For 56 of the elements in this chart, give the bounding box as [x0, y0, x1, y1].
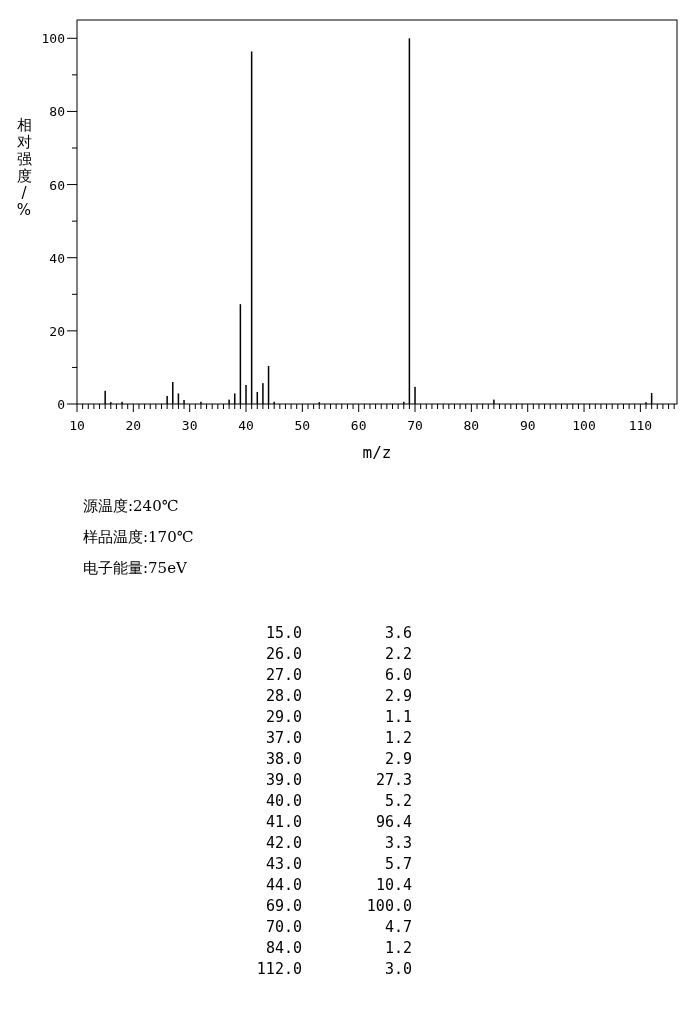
x-tick-label: 90: [519, 418, 536, 433]
y-tick-label: 60: [49, 177, 65, 193]
y-tick-label: 20: [49, 323, 65, 339]
x-tick-label: 80: [463, 418, 480, 433]
text: 39.0: [265, 771, 302, 789]
text: 2.9: [384, 687, 412, 705]
text: 10.4: [375, 876, 412, 894]
text: 41.0: [265, 813, 302, 831]
x-tick-label: 50: [294, 418, 311, 433]
text: 3.3: [384, 834, 412, 852]
text: 样品温度:170℃: [83, 528, 194, 546]
x-tick-label: 100: [572, 418, 596, 433]
y-tick-label: 80: [49, 104, 65, 120]
text: 28.0: [265, 687, 302, 705]
y-tick-label: 0: [57, 397, 65, 412]
x-tick-label: 20: [125, 418, 142, 433]
text: 40.0: [265, 792, 302, 810]
x-tick-label: 70: [407, 418, 423, 433]
text: 44.0: [265, 876, 302, 894]
text: 84.0: [265, 939, 302, 957]
text: 70.0: [265, 918, 302, 936]
text: 27.3: [375, 771, 412, 789]
text: 3.6: [384, 624, 412, 642]
text: 100.0: [366, 897, 412, 915]
text: 3.0: [384, 960, 412, 978]
text: 26.0: [265, 645, 302, 663]
y-tick-label: 40: [49, 250, 65, 266]
text: 38.0: [265, 750, 302, 768]
text: 2.9: [384, 750, 412, 768]
text: 43.0: [265, 855, 302, 873]
text: 2.2: [384, 645, 412, 663]
x-tick-label: 60: [350, 418, 367, 433]
x-tick-label: 30: [181, 418, 198, 433]
text: 6.0: [384, 666, 412, 684]
y-axis-title: 相对强度/%: [16, 116, 32, 219]
x-axis-title: m/z: [362, 443, 392, 462]
text: 27.0: [265, 666, 302, 684]
text: 29.0: [265, 708, 302, 726]
text: 4.7: [384, 918, 412, 936]
text: 5.2: [384, 792, 412, 810]
text: 1.2: [384, 729, 412, 747]
x-tick-label: 110: [628, 418, 653, 433]
text: 96.4: [375, 813, 412, 831]
text: 69.0: [265, 897, 302, 915]
text: 112.0: [256, 960, 302, 978]
x-tick-label: 10: [69, 418, 85, 433]
text: 15.0: [265, 624, 302, 642]
x-tick-label: 40: [238, 418, 254, 433]
text: 1.2: [384, 939, 412, 957]
y-tick-label: 100: [41, 31, 65, 47]
text: 电子能量:75eV: [83, 559, 189, 577]
text: 5.7: [384, 855, 412, 873]
text: 源温度:240℃: [83, 497, 179, 515]
text: 1.1: [384, 708, 412, 726]
text: 37.0: [265, 729, 302, 747]
text: 42.0: [265, 834, 302, 852]
